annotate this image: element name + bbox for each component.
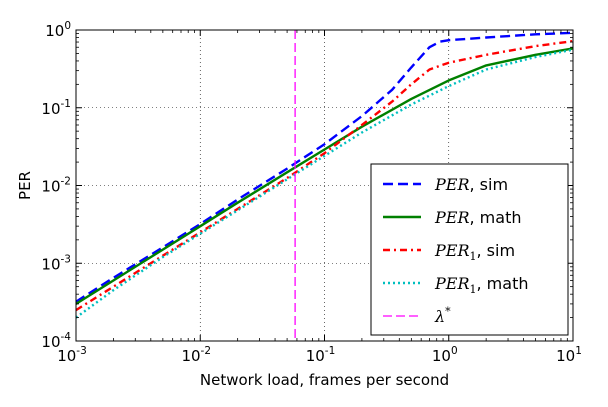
y-tick-label-base: 10 [41, 178, 60, 196]
x-tick-labels: 10-3 10-2 10-1 100 101 [57, 345, 582, 365]
y-tick-label: 100 [45, 20, 71, 40]
x-axis-label: Network load, frames per second [200, 371, 449, 389]
y-tick-label-exponent: 0 [64, 20, 71, 32]
legend-superscript: * [445, 305, 451, 318]
y-tick-label-exponent: -2 [61, 176, 71, 188]
x-tick-label: 10-1 [306, 345, 336, 365]
legend-math: PER [434, 241, 470, 260]
legend-label-4: λ* [434, 305, 451, 326]
x-tick-label: 10-3 [57, 345, 87, 365]
series-line-3 [75, 48, 574, 319]
y-tick-label: 10-1 [41, 98, 71, 118]
y-tick-label: 10-3 [41, 253, 71, 273]
legend-subscript: 1 [470, 283, 477, 296]
legend-suffix: , sim [470, 175, 509, 194]
legend-label-0: PER, sim [434, 175, 508, 194]
legend-math: PER [434, 175, 470, 194]
x-tick-label: 10-2 [181, 345, 211, 365]
x-tick-label-exponent: -3 [76, 345, 86, 357]
y-tick-label-base: 10 [41, 255, 60, 273]
x-tick-label-base: 10 [57, 347, 76, 365]
series-line-1 [75, 47, 574, 305]
grid [76, 30, 573, 341]
x-tick-label-base: 10 [181, 347, 200, 365]
x-tick-label: 101 [556, 345, 582, 365]
y-tick-label-exponent: -3 [61, 253, 71, 265]
legend-suffix: , math [470, 208, 522, 227]
x-tick-label-exponent: 0 [451, 345, 458, 357]
x-tick-label-base: 10 [556, 347, 575, 365]
legend-suffix: , math [477, 274, 529, 293]
x-tick-label: 100 [432, 345, 458, 365]
series-line-2 [75, 39, 574, 312]
x-tick-label-exponent: -2 [201, 345, 211, 357]
x-tick-label-exponent: -1 [325, 345, 335, 357]
y-tick-label-base: 10 [45, 22, 64, 40]
legend-label-3: PER1, math [434, 274, 528, 296]
x-tick-label-base: 10 [306, 347, 325, 365]
legend-label-1: PER, math [434, 208, 521, 227]
y-tick-label-base: 10 [41, 100, 60, 118]
x-tick-label-exponent: 1 [575, 345, 582, 357]
x-tick-label-base: 10 [432, 347, 451, 365]
y-tick-label: 10-2 [41, 176, 71, 196]
y-tick-label-exponent: -4 [61, 331, 72, 343]
legend-math: λ [434, 307, 445, 326]
legend-label-2: PER1, sim [434, 241, 515, 263]
legend-math: PER [434, 274, 470, 293]
series-line-0 [75, 31, 574, 303]
legend-subscript: 1 [470, 250, 477, 263]
tick-marks [75, 29, 574, 342]
legend-suffix: , sim [477, 241, 516, 260]
y-tick-label: 10-4 [41, 331, 71, 351]
y-tick-label-exponent: -1 [61, 98, 71, 110]
y-axis-label: PER [16, 171, 34, 200]
series-layer [75, 30, 574, 341]
legend-math: PER [434, 208, 470, 227]
y-tick-label-base: 10 [41, 333, 60, 351]
